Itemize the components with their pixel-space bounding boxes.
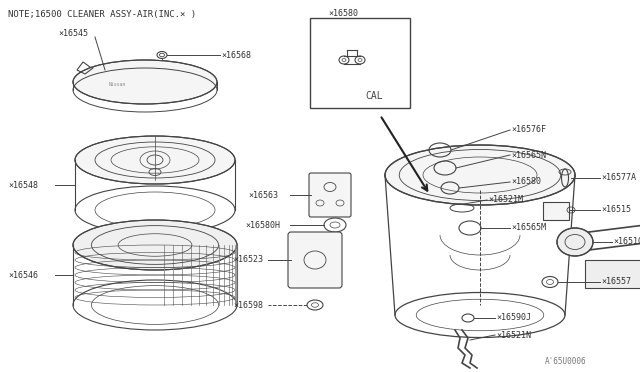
Text: ×16565N: ×16565N bbox=[511, 151, 546, 160]
Ellipse shape bbox=[73, 60, 217, 104]
Bar bbox=[585, 260, 640, 288]
Text: ×16565M: ×16565M bbox=[511, 224, 546, 232]
Text: ×16546: ×16546 bbox=[8, 270, 38, 279]
Text: ×16545: ×16545 bbox=[58, 29, 88, 38]
Text: ×16598: ×16598 bbox=[233, 301, 263, 310]
Text: ×16568: ×16568 bbox=[221, 51, 251, 60]
Ellipse shape bbox=[385, 145, 575, 205]
Text: ×16521M: ×16521M bbox=[488, 196, 523, 205]
Text: Nissan: Nissan bbox=[108, 81, 125, 87]
Text: CAL: CAL bbox=[365, 91, 383, 101]
Text: ×16515: ×16515 bbox=[601, 205, 631, 215]
Text: ×16557: ×16557 bbox=[601, 278, 631, 286]
Text: ×16563: ×16563 bbox=[248, 190, 278, 199]
Text: ×16523: ×16523 bbox=[233, 256, 263, 264]
Text: NOTE;16500 CLEANER ASSY-AIR(INC.× ): NOTE;16500 CLEANER ASSY-AIR(INC.× ) bbox=[8, 10, 196, 19]
Text: ×16580: ×16580 bbox=[511, 177, 541, 186]
Text: ×16510: ×16510 bbox=[613, 237, 640, 247]
Text: ×16576F: ×16576F bbox=[511, 125, 546, 135]
Bar bbox=[310, 18, 410, 108]
Text: ×16580H: ×16580H bbox=[245, 221, 280, 230]
Text: ×16590J: ×16590J bbox=[496, 314, 531, 323]
FancyBboxPatch shape bbox=[309, 173, 351, 217]
Text: ×16580: ×16580 bbox=[328, 9, 358, 17]
Ellipse shape bbox=[75, 136, 235, 184]
Text: ×16548: ×16548 bbox=[8, 180, 38, 189]
Text: ×16521N: ×16521N bbox=[496, 330, 531, 340]
FancyBboxPatch shape bbox=[288, 232, 342, 288]
Text: A'65U0006: A'65U0006 bbox=[545, 357, 587, 366]
Bar bbox=[543, 202, 569, 220]
Text: ×16577A: ×16577A bbox=[601, 173, 636, 183]
Ellipse shape bbox=[73, 220, 237, 270]
Ellipse shape bbox=[557, 228, 593, 256]
